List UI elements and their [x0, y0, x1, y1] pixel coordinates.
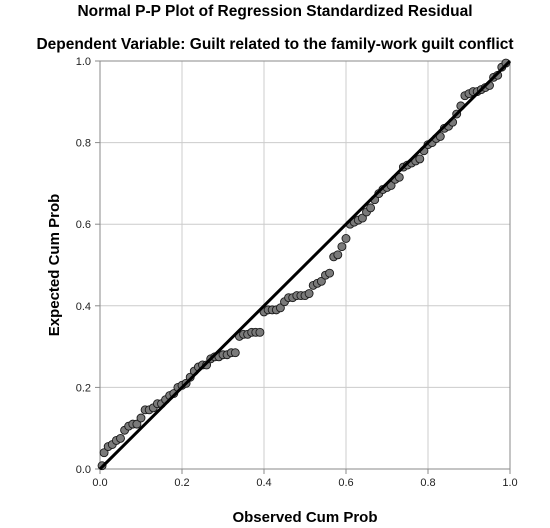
- y-axis-label: Expected Cum Prob: [46, 194, 63, 337]
- reference-line: [98, 59, 512, 471]
- data-point: [325, 268, 335, 278]
- data-point: [132, 419, 142, 429]
- data-point: [136, 413, 146, 423]
- data-point: [275, 303, 285, 313]
- data-point: [337, 242, 347, 252]
- data-point: [341, 234, 351, 243]
- data-point: [366, 203, 376, 213]
- data-point: [316, 276, 326, 286]
- y-tick-label: 0.6: [76, 219, 91, 231]
- data-point: [99, 448, 109, 458]
- data-point: [394, 172, 404, 182]
- data-point: [304, 289, 314, 299]
- chart-subtitle: Dependent Variable: Guilt related to the…: [36, 36, 514, 53]
- data-point: [415, 154, 425, 164]
- y-tick-label: 0.2: [76, 382, 91, 394]
- x-tick-label: 0.0: [92, 477, 107, 489]
- chart-title: Normal P-P Plot of Regression Standardiz…: [77, 3, 473, 20]
- x-tick-label: 0.4: [256, 477, 271, 489]
- plot-frame: [99, 60, 511, 470]
- data-point: [435, 132, 445, 141]
- x-axis-ticks: 0.0 0.2 0.4 0.6 0.8 1.0: [92, 469, 518, 489]
- y-axis-ticks: 0.0 0.2 0.4 0.6 0.8 1.0: [76, 56, 100, 476]
- y-tick-label: 0.4: [76, 301, 91, 313]
- data-point: [357, 213, 367, 223]
- data-point: [333, 250, 343, 260]
- y-tick-label: 0.8: [76, 138, 91, 150]
- x-tick-label: 0.2: [174, 477, 189, 489]
- data-point: [386, 180, 396, 190]
- x-tick-label: 1.0: [502, 477, 517, 489]
- x-axis-label: Observed Cum Prob: [232, 509, 377, 526]
- x-tick-label: 0.8: [420, 477, 435, 489]
- data-point: [230, 348, 240, 358]
- y-tick-label: 0.0: [76, 464, 91, 476]
- data-points: [97, 58, 511, 471]
- x-tick-label: 0.6: [338, 477, 353, 489]
- y-tick-label: 1.0: [76, 56, 91, 68]
- data-point: [255, 327, 265, 337]
- data-point: [116, 433, 125, 443]
